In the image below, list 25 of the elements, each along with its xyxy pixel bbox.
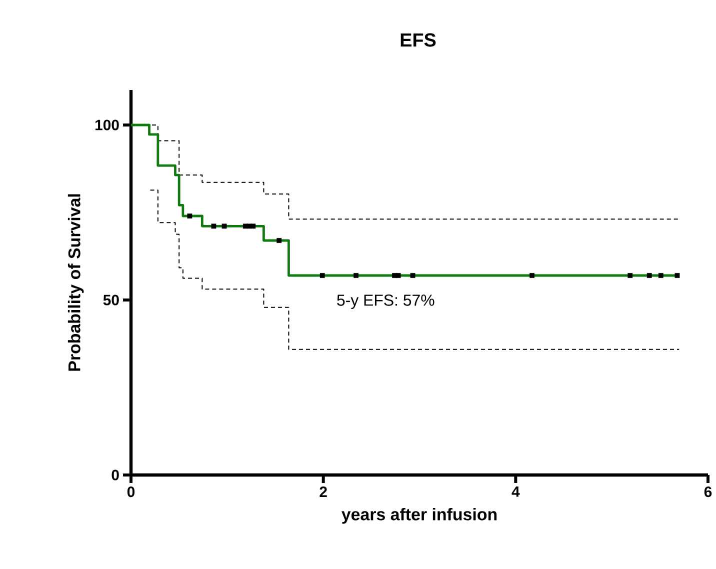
point [250, 224, 256, 229]
point [211, 224, 216, 229]
y-tick-label: 0 [112, 470, 119, 480]
x-tick-label: 2 [320, 486, 327, 497]
chart-title: EFS [400, 33, 436, 47]
x-tick-label: 6 [704, 486, 712, 498]
point [628, 273, 633, 278]
point [658, 273, 664, 278]
annotation: 5-y EFS: 57% [337, 294, 434, 309]
y-tick-label: 50 [103, 294, 119, 306]
point [187, 214, 192, 218]
point [674, 273, 680, 278]
point [276, 238, 282, 243]
x-tick-label: 0 [127, 486, 135, 498]
point [354, 273, 358, 278]
point [396, 273, 401, 278]
point [530, 273, 534, 278]
y-axis-title: Probability of Survival [68, 194, 84, 371]
point [646, 273, 652, 278]
point [320, 273, 325, 278]
point [410, 273, 416, 278]
y-tick-label: 100 [95, 120, 119, 130]
x-axis-title: years after infusion [342, 508, 497, 524]
point [222, 224, 227, 229]
x-tick-label: 4 [512, 486, 520, 497]
